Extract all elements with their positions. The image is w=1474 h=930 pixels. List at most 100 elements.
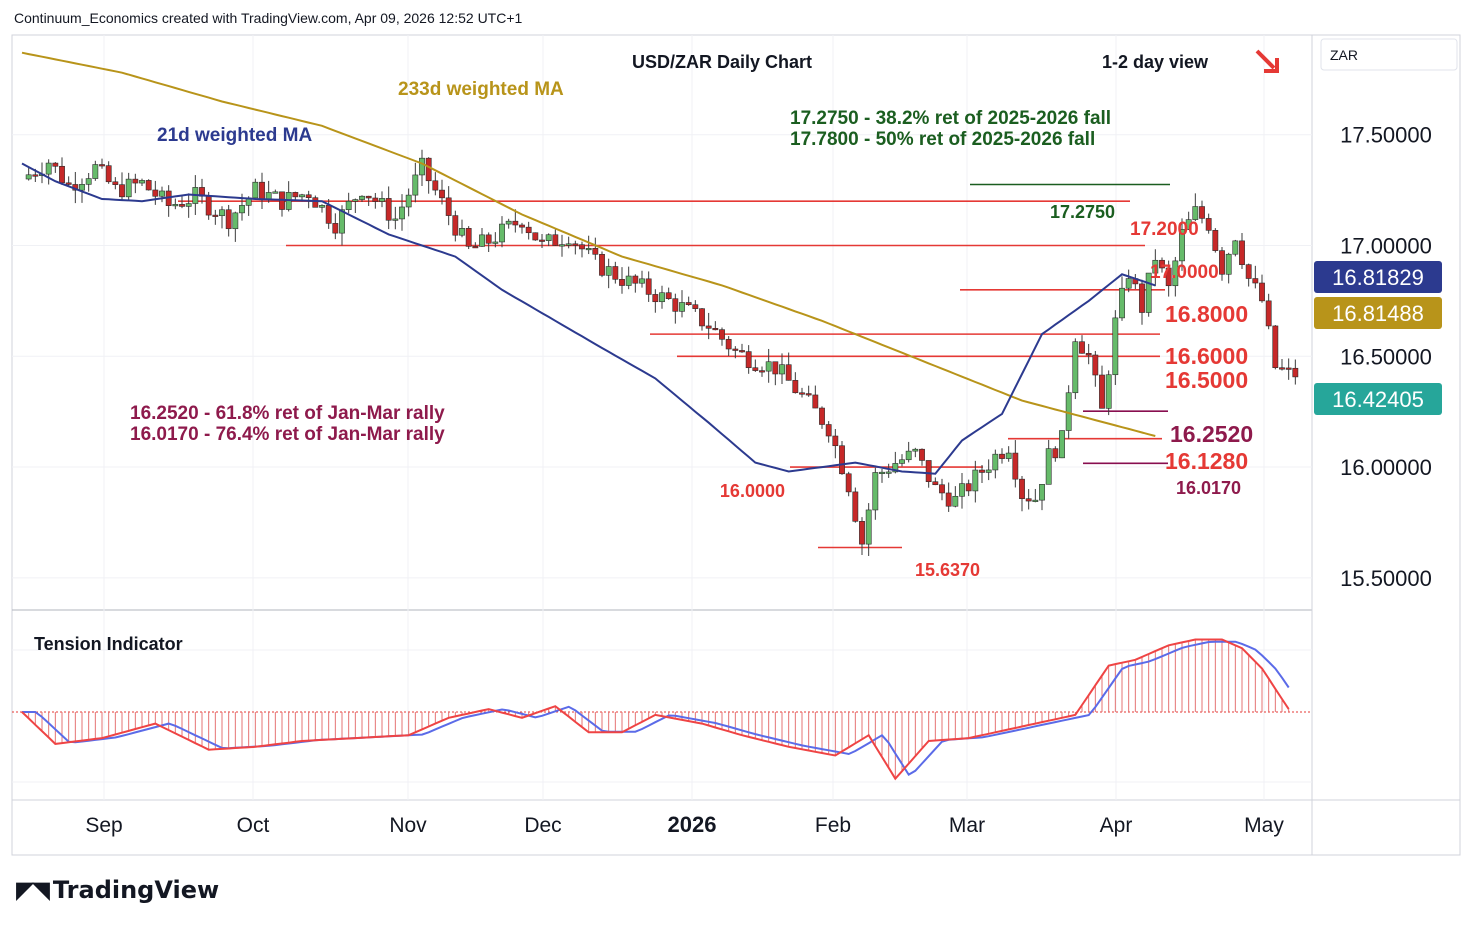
candle-body (139, 180, 145, 184)
candle-body (1012, 452, 1019, 480)
candle-body (825, 424, 832, 437)
candle-body (605, 266, 612, 276)
candle-body (59, 165, 65, 184)
candle-body (292, 192, 299, 198)
candle-body (1232, 240, 1239, 255)
candle-body (525, 226, 532, 234)
candle-body (752, 367, 759, 371)
level-label: 17.2750 (1050, 202, 1115, 222)
chart-grid (12, 35, 1312, 800)
candle-body (1285, 367, 1292, 370)
candle-body (805, 393, 812, 396)
tension-title: Tension Indicator (34, 634, 183, 654)
candle-body (985, 469, 992, 473)
candle-body (632, 275, 639, 284)
candle-body (939, 484, 945, 494)
candle-body (105, 165, 112, 183)
chart-labels: 17.2750 17.2000 17.0000 16.8000 16.600016.50… (34, 47, 1358, 654)
y-tick-label: 16.00000 (1340, 455, 1432, 480)
tradingview-brand[interactable]: ◤◥ TradingView (16, 876, 219, 904)
price-tag-label: 16.81829 (1332, 265, 1424, 290)
candle-body (212, 214, 219, 217)
candle-body (1105, 374, 1112, 409)
candle-body (99, 164, 105, 167)
candle-body (979, 469, 985, 473)
arrow-head (1264, 58, 1279, 73)
candle-body (925, 460, 932, 483)
candle-body (745, 351, 752, 369)
level-label: 16.8000 (1165, 301, 1248, 327)
candle-body (1205, 218, 1212, 231)
candle-body (392, 218, 399, 221)
candle-body (239, 205, 245, 214)
candle-body (779, 364, 785, 375)
candle-body (832, 435, 839, 447)
candle-body (645, 278, 652, 295)
candle-body (272, 191, 279, 194)
level-label: 15.6370 (915, 560, 980, 580)
level-label: 16.0000 (720, 481, 785, 501)
x-tick-label: Apr (1100, 814, 1133, 837)
candle-body (119, 184, 125, 198)
view-label: 1-2 day view (1102, 52, 1209, 72)
x-tick-label: 2026 (668, 812, 717, 837)
candle-body (345, 200, 352, 211)
candle-body (319, 205, 325, 208)
candle-body (919, 448, 925, 461)
candle-body (692, 304, 699, 309)
chart-frame (11, 34, 1461, 856)
candle-body (912, 448, 919, 452)
candle-body (652, 294, 659, 303)
price-tags: 16.81829 16.81488 16.42405 (1314, 261, 1442, 415)
candle-body (419, 157, 425, 176)
arrow-down-right-icon (1255, 49, 1279, 73)
level-label: 17.0000 (1150, 262, 1219, 283)
candle-body (1119, 287, 1125, 319)
candle-body (532, 232, 539, 241)
candle-body (1005, 452, 1012, 459)
x-tick-label: May (1244, 814, 1284, 837)
candle-body (1112, 317, 1119, 376)
candle-body (399, 206, 405, 220)
candle-body (799, 392, 805, 395)
candle-body (259, 181, 265, 201)
candle-body (712, 328, 719, 331)
candle-body (672, 298, 679, 312)
candle-body (859, 521, 865, 545)
candle-body (559, 244, 565, 247)
y-tick-label: 17.50000 (1340, 123, 1432, 148)
candle-body (952, 495, 959, 507)
price-levels (178, 183, 1170, 549)
candle-body (152, 189, 159, 197)
candle-body (459, 228, 465, 236)
candle-body (52, 162, 59, 167)
candle-body (512, 220, 519, 226)
candle-body (1219, 250, 1225, 275)
fib-note-purple: 16.2520 - 61.8% ret of Jan-Mar rally (130, 403, 445, 424)
candle-body (959, 483, 965, 497)
candle-body (339, 209, 345, 234)
candle-body (992, 453, 999, 471)
usdzar-chart[interactable]: 17.275017.200017.000016.800016.600016.50… (0, 0, 1474, 860)
x-tick-label: Nov (389, 814, 427, 837)
candle-body (1185, 219, 1192, 230)
candle-body (185, 203, 192, 207)
ma233-label: 233d weighted MA (398, 79, 564, 100)
candle-body (732, 348, 739, 351)
candle-body (965, 483, 972, 492)
candle-body (579, 244, 585, 250)
candle-body (1252, 278, 1259, 284)
candle-body (439, 189, 445, 199)
candle-body (639, 278, 645, 284)
candle-body (705, 325, 712, 329)
tension-histogram (21, 638, 1290, 781)
price-tag-label: 16.81488 (1332, 301, 1424, 326)
candle-body (565, 243, 572, 246)
candle-body (112, 181, 119, 185)
candle-body (899, 459, 905, 464)
time-axis-border (11, 799, 1461, 856)
ma21-line (21, 162, 1156, 475)
candle-body (385, 198, 392, 221)
candle-body (225, 209, 232, 230)
candle-body (332, 223, 339, 234)
